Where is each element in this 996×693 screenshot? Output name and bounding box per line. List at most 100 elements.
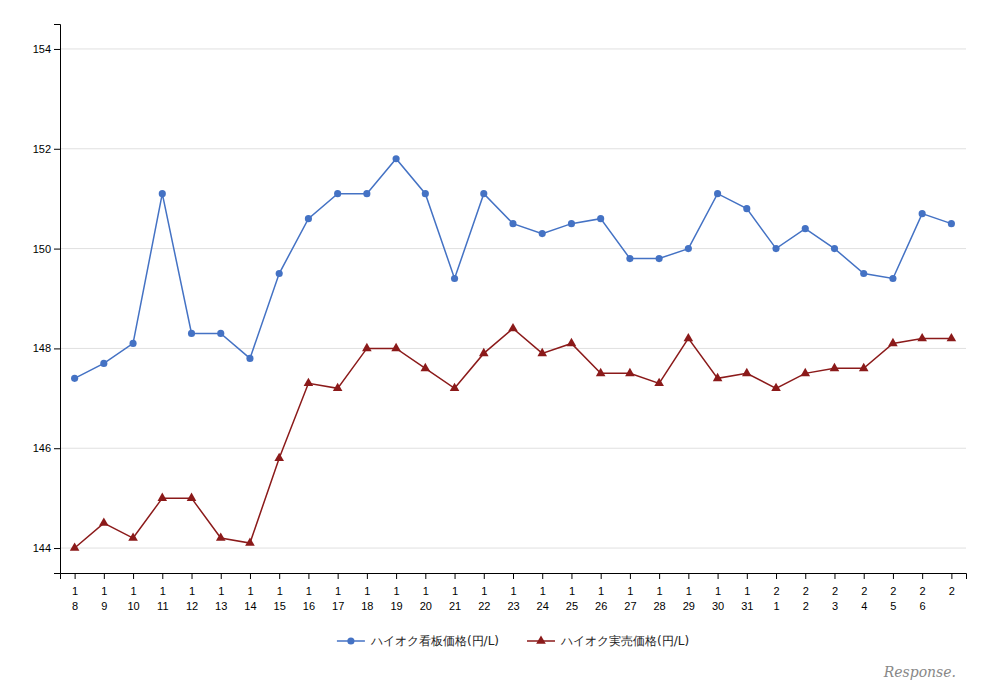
- marker: [713, 373, 723, 381]
- x-tick-mark: [513, 573, 514, 579]
- x-tick-label: 8: [72, 600, 78, 612]
- y-tick-mark: [54, 249, 60, 250]
- y-tick: 144: [33, 542, 60, 554]
- marker: [157, 493, 167, 501]
- x-tick: 125: [566, 573, 578, 612]
- x-tick-label: 3: [832, 600, 838, 612]
- marker: [188, 330, 195, 337]
- x-tick-label: 11: [157, 600, 168, 612]
- x-tick-mark: [659, 573, 660, 579]
- x-tick-mark: [425, 573, 426, 579]
- grid-line: [60, 248, 966, 249]
- y-axis-line: [54, 25, 61, 574]
- x-tick-label: 2: [920, 585, 926, 597]
- marker: [334, 190, 341, 197]
- marker: [305, 215, 312, 222]
- x-tick-label: 1: [773, 600, 779, 612]
- x-tick-mark: [455, 573, 456, 579]
- y-tick-mark: [54, 548, 60, 549]
- marker: [159, 190, 166, 197]
- x-tick-label: 6: [920, 600, 926, 612]
- x-tick-label: 1: [510, 585, 516, 597]
- y-tick-label: 144: [33, 542, 51, 554]
- marker: [422, 190, 429, 197]
- x-tick: 126: [595, 573, 607, 612]
- x-tick-mark: [951, 573, 952, 579]
- x-tick-label: 2: [803, 600, 809, 612]
- legend-label: ハイオク実売価格(円/L): [560, 634, 689, 648]
- y-tick: 150: [33, 243, 60, 255]
- marker: [245, 538, 255, 546]
- x-tick-mark: [367, 573, 368, 579]
- x-tick: 122: [478, 573, 490, 612]
- x-tick: 111: [157, 573, 168, 612]
- marker: [771, 383, 781, 391]
- marker: [597, 215, 604, 222]
- x-tick: 124: [537, 573, 549, 612]
- x-tick-label: 1: [277, 585, 283, 597]
- x-tick-label: 16: [303, 600, 315, 612]
- y-tick-label: 148: [33, 342, 51, 354]
- x-tick-label: 19: [390, 600, 402, 612]
- x-tick: 121: [449, 573, 461, 612]
- grid-line: [60, 148, 966, 149]
- y-tick-mark: [54, 149, 60, 150]
- x-tick-label: 29: [683, 600, 695, 612]
- x-tick-label: 23: [507, 600, 519, 612]
- x-tick-label: 4: [861, 600, 867, 612]
- marker: [656, 255, 663, 262]
- x-tick-label: 1: [306, 585, 312, 597]
- marker: [567, 338, 577, 346]
- marker: [830, 363, 840, 371]
- marker: [917, 333, 927, 341]
- x-tick: 127: [624, 573, 636, 612]
- x-tick-label: 1: [189, 585, 195, 597]
- x-tick-label: 1: [744, 585, 750, 597]
- x-tick-label: 12: [186, 600, 198, 612]
- marker: [508, 323, 518, 331]
- x-tick-label: 18: [361, 600, 373, 612]
- legend-label: ハイオク看板価格(円/L): [370, 634, 499, 648]
- x-tick-label: 10: [127, 600, 139, 612]
- y-tick-label: 146: [33, 442, 51, 454]
- x-tick-label: 26: [595, 600, 607, 612]
- x-tick-label: 1: [627, 585, 633, 597]
- marker: [625, 368, 635, 376]
- y-axis: 144146148150152154: [33, 25, 61, 574]
- marker: [480, 190, 487, 197]
- x-tick-label: 15: [274, 600, 286, 612]
- x-tick-mark: [279, 573, 280, 579]
- x-tick: 22: [803, 573, 809, 612]
- y-tick: 146: [33, 442, 60, 454]
- marker: [743, 205, 750, 212]
- marker: [363, 190, 370, 197]
- legend-item: ハイオク看板価格(円/L): [337, 634, 499, 648]
- marker: [509, 220, 516, 227]
- x-tick-mark: [776, 573, 777, 579]
- series-markers: [71, 155, 955, 382]
- x-tick-label: 28: [654, 600, 666, 612]
- x-tick-mark: [484, 573, 485, 579]
- x-tick: 119: [390, 573, 402, 612]
- marker: [421, 363, 431, 371]
- marker: [596, 368, 606, 376]
- marker: [537, 348, 547, 356]
- x-tick-label: 14: [244, 600, 256, 612]
- chart: 1441461481501521541819110111112113114115…: [0, 0, 996, 693]
- marker: [451, 275, 458, 282]
- x-tick-label: 2: [773, 585, 779, 597]
- series-line: [75, 328, 952, 548]
- x-tick-label: 1: [452, 585, 458, 597]
- x-tick: 131: [741, 573, 753, 612]
- x-tick: 128: [654, 573, 666, 612]
- series-line: [75, 159, 952, 379]
- grid-line: [60, 548, 966, 549]
- marker: [948, 220, 955, 227]
- x-tick-mark: [718, 573, 719, 579]
- legend-marker: [536, 635, 546, 643]
- series-markers: [70, 323, 956, 551]
- x-tick: 130: [712, 573, 724, 612]
- x-tick-mark: [571, 573, 572, 579]
- x-tick-label: 2: [803, 585, 809, 597]
- x-tick-label: 24: [537, 600, 549, 612]
